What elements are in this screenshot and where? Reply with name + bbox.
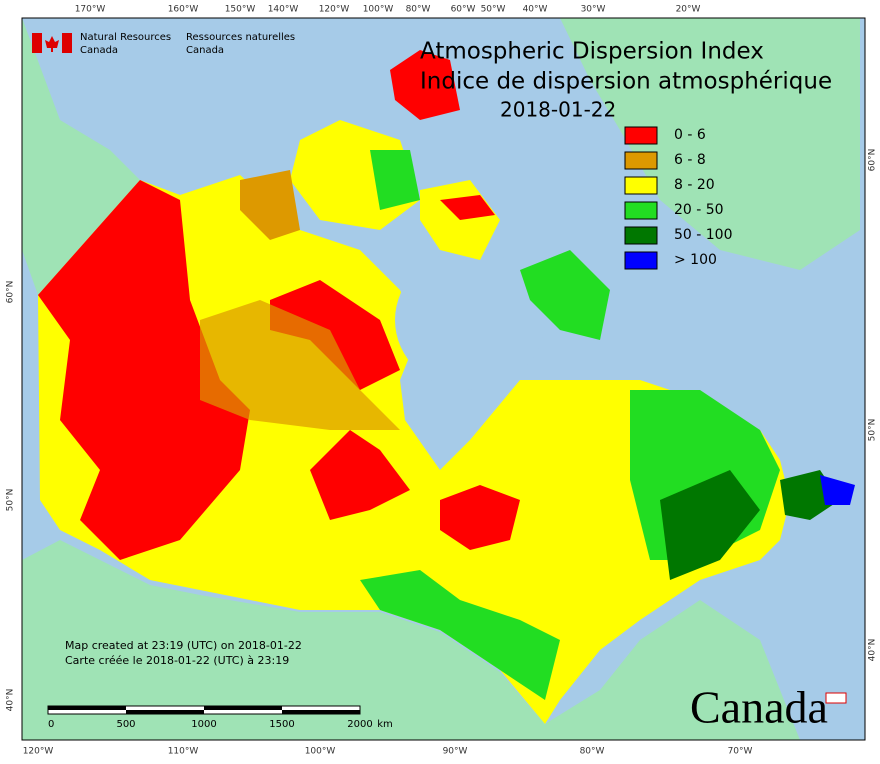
graticule-label: 160°W xyxy=(168,5,199,15)
legend-label: > 100 xyxy=(674,252,717,268)
graticule-label: 80°W xyxy=(406,5,431,15)
graticule-label: 110°W xyxy=(168,747,199,757)
legend-label: 20 - 50 xyxy=(674,202,724,218)
graticule-label: 40°N xyxy=(868,639,878,662)
graticule-label: 60°N xyxy=(6,281,16,304)
legend-label: 0 - 6 xyxy=(674,127,706,143)
graticule-label: 40°W xyxy=(523,5,548,15)
agency-en: Natural Resources xyxy=(80,32,171,43)
legend-swatch xyxy=(624,126,658,145)
title-fr: Indice de dispersion atmosphérique xyxy=(420,69,832,95)
legend-label: 8 - 20 xyxy=(674,177,715,193)
graticule-label: 50°W xyxy=(481,5,506,15)
legend-swatch xyxy=(624,176,658,195)
graticule-label: 50°N xyxy=(868,419,878,442)
graticule-label: 90°W xyxy=(443,747,468,757)
graticule-label: 120°W xyxy=(319,5,350,15)
graticule-label: 40°N xyxy=(6,689,16,712)
scale-label: 500 xyxy=(116,719,135,730)
graticule-label: 70°W xyxy=(728,747,753,757)
created-en: Map created at 23:19 (UTC) on 2018-01-22 xyxy=(65,639,302,652)
flag-bar xyxy=(62,33,72,53)
graticule-label: 60°W xyxy=(451,5,476,15)
date: 2018-01-22 xyxy=(500,98,616,122)
title: Atmospheric Dispersion Index xyxy=(420,39,764,65)
agency-fr: Ressources naturelles xyxy=(186,32,295,43)
scale-label: 0 xyxy=(48,719,54,730)
graticule-label: 50°N xyxy=(6,489,16,512)
graticule-label: 20°W xyxy=(676,5,701,15)
frame xyxy=(21,17,866,741)
graticule-label: 140°W xyxy=(268,5,299,15)
land xyxy=(22,18,860,740)
flag-leaf xyxy=(45,36,59,52)
legend-swatch xyxy=(624,226,658,245)
scale-label: 1500 xyxy=(269,719,294,730)
graticule-label: 80°W xyxy=(580,747,605,757)
graticule-label: 100°W xyxy=(305,747,336,757)
scale-label: 1000 xyxy=(191,719,216,730)
wordmark: Canada xyxy=(690,682,828,733)
legend-swatch xyxy=(624,201,658,220)
agency-fr: Canada xyxy=(186,45,224,56)
agency-en: Canada xyxy=(80,45,118,56)
graticule-label: 60°N xyxy=(868,149,878,172)
legend-label: 50 - 100 xyxy=(674,227,733,243)
wordmark-flag xyxy=(825,692,847,704)
created-fr: Carte créée le 2018-01-22 (UTC) à 23:19 xyxy=(65,654,289,667)
graticule-label: 120°W xyxy=(23,747,54,757)
scale-bar xyxy=(47,705,361,715)
graticule-label: 170°W xyxy=(75,5,106,15)
legend-swatch xyxy=(624,151,658,170)
legend-swatch xyxy=(624,251,658,270)
flag-bar xyxy=(32,33,42,53)
scale-label: 2000 xyxy=(347,719,372,730)
legend-label: 6 - 8 xyxy=(674,152,706,168)
graticule-label: 150°W xyxy=(225,5,256,15)
graticule-label: 30°W xyxy=(581,5,606,15)
graticule-label: 100°W xyxy=(363,5,394,15)
scale-label: km xyxy=(377,719,393,730)
